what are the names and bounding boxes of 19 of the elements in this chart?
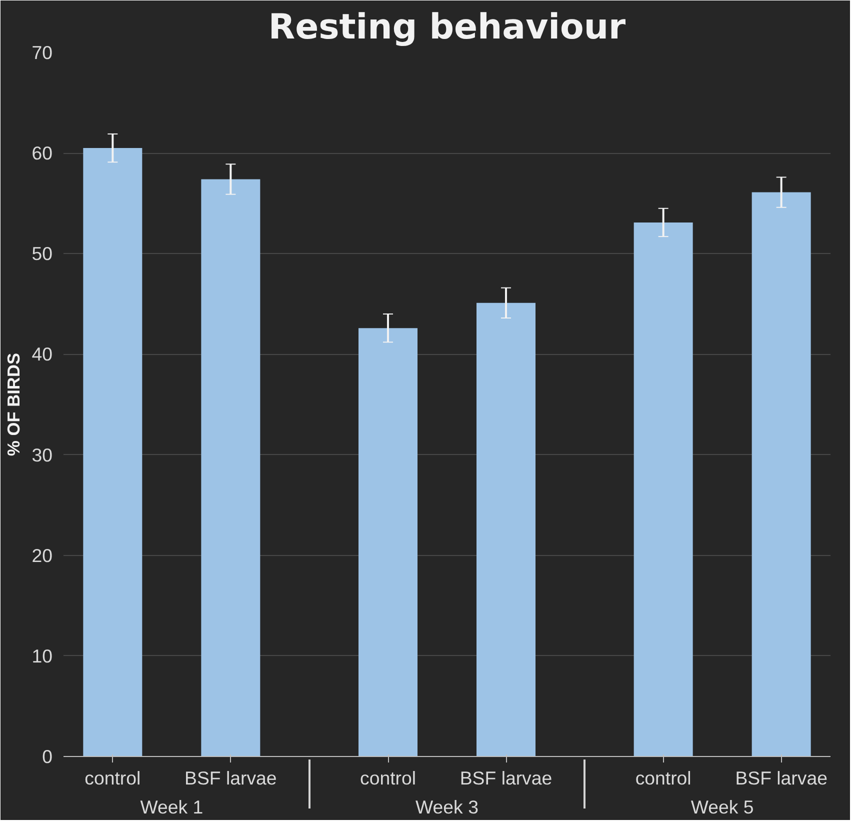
chart-title: Resting behaviour <box>268 8 626 48</box>
x-tick-label: BSF larvae <box>735 768 828 788</box>
y-tick-label: 30 <box>32 444 53 466</box>
y-tick-label: 70 <box>32 42 53 63</box>
y-tick-label: 60 <box>32 142 53 164</box>
y-tick-label: 50 <box>32 243 53 264</box>
x-tick-label: control <box>84 768 141 788</box>
x-tick-label: control <box>360 768 416 788</box>
x-tick-label: BSF larvae <box>460 768 552 788</box>
y-tick-label: 0 <box>42 746 53 767</box>
y-tick-label: 10 <box>32 645 53 666</box>
x-tick-label: control <box>635 768 692 788</box>
text: Week 3 <box>416 796 478 818</box>
y-tick-label: 40 <box>32 344 53 365</box>
x-tick-label: BSF larvae <box>184 768 277 788</box>
text: Week 1 <box>140 796 204 818</box>
text: Week 5 <box>690 796 754 818</box>
y-axis-title: % OF BIRDS <box>4 352 24 456</box>
y-tick-label: 20 <box>32 544 53 566</box>
